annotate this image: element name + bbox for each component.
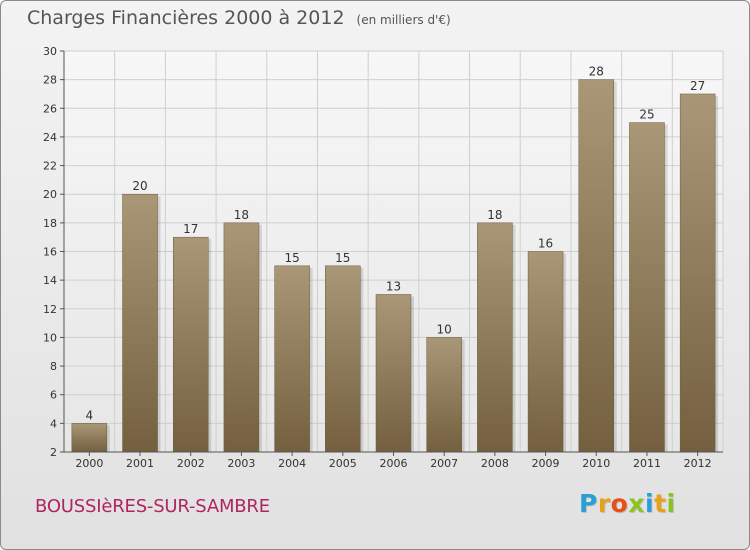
x-tick-label: 2009 [532, 457, 560, 470]
chart-title-text: Charges Financières 2000 à 2012 [27, 7, 345, 29]
y-tick-label: 12 [43, 303, 57, 316]
bar [122, 193, 158, 453]
x-tick-label: 2007 [430, 457, 458, 470]
y-tick-label: 10 [43, 331, 57, 344]
logo-letter: o [610, 489, 629, 518]
data-label: 15 [335, 251, 350, 265]
data-label: 10 [437, 322, 452, 336]
x-tick-label: 2006 [380, 457, 408, 470]
y-tick-label: 6 [50, 389, 57, 402]
y-tick-label: 26 [43, 102, 57, 115]
logo-letter: t [654, 489, 667, 518]
x-tick-label: 2012 [684, 457, 712, 470]
bar [527, 251, 564, 453]
x-tick-label: 2011 [633, 457, 661, 470]
logo-letter: i [666, 489, 676, 518]
logo-letter: i [645, 489, 655, 518]
x-tick-label: 2000 [75, 457, 103, 470]
y-tick-label: 24 [43, 131, 57, 144]
bar [274, 265, 310, 453]
chart-subtitle: (en milliers d'€) [356, 13, 451, 27]
y-tick-label: 18 [43, 217, 57, 230]
bar [375, 294, 412, 453]
bar [71, 423, 108, 453]
data-label: 18 [234, 208, 249, 222]
bar [172, 236, 209, 453]
data-label: 4 [86, 408, 94, 422]
data-label: 13 [386, 279, 401, 293]
y-tick-label: 20 [43, 188, 57, 201]
bar [578, 79, 615, 453]
logo-letter: P [579, 489, 598, 518]
x-tick-label: 2004 [278, 457, 306, 470]
bar [679, 93, 716, 453]
data-label: 16 [538, 237, 553, 251]
x-tick-label: 2010 [582, 457, 610, 470]
x-tick-label: 2005 [329, 457, 357, 470]
data-label: 15 [284, 251, 299, 265]
bar [325, 265, 361, 453]
data-label: 25 [639, 108, 654, 122]
x-tick-label: 2002 [177, 457, 205, 470]
y-tick-label: 2 [50, 446, 57, 459]
bar [426, 337, 462, 453]
data-label: 27 [690, 79, 705, 93]
y-tick-label: 22 [43, 160, 57, 173]
data-label: 28 [589, 65, 604, 79]
bar-layer: 4 20 17 18 15 15 13 10 18 16 28 25 27 [71, 65, 719, 453]
x-tick-label: 2008 [481, 457, 509, 470]
city-name: BOUSSIèRES-SUR-SAMBRE [35, 496, 270, 517]
logo-letter: r [597, 489, 611, 518]
data-label: 18 [487, 208, 502, 222]
bar [629, 122, 665, 453]
x-tick-label: 2001 [126, 457, 154, 470]
y-tick-label: 16 [43, 246, 57, 259]
y-tick-label: 28 [43, 74, 57, 87]
y-tick-label: 30 [43, 45, 57, 58]
y-tick-label: 8 [50, 360, 57, 373]
data-label: 20 [132, 179, 147, 193]
x-tick-label: 2003 [227, 457, 255, 470]
logo-letter: x [628, 489, 645, 518]
data-label: 17 [183, 222, 198, 236]
chart-title: Charges Financières 2000 à 2012 (en milli… [27, 7, 451, 29]
y-tick-label: 4 [50, 417, 57, 430]
bar [477, 222, 513, 453]
bar [223, 222, 260, 453]
proxiti-logo[interactable]: Proxiti [579, 489, 676, 518]
y-tick-label: 14 [43, 274, 57, 287]
